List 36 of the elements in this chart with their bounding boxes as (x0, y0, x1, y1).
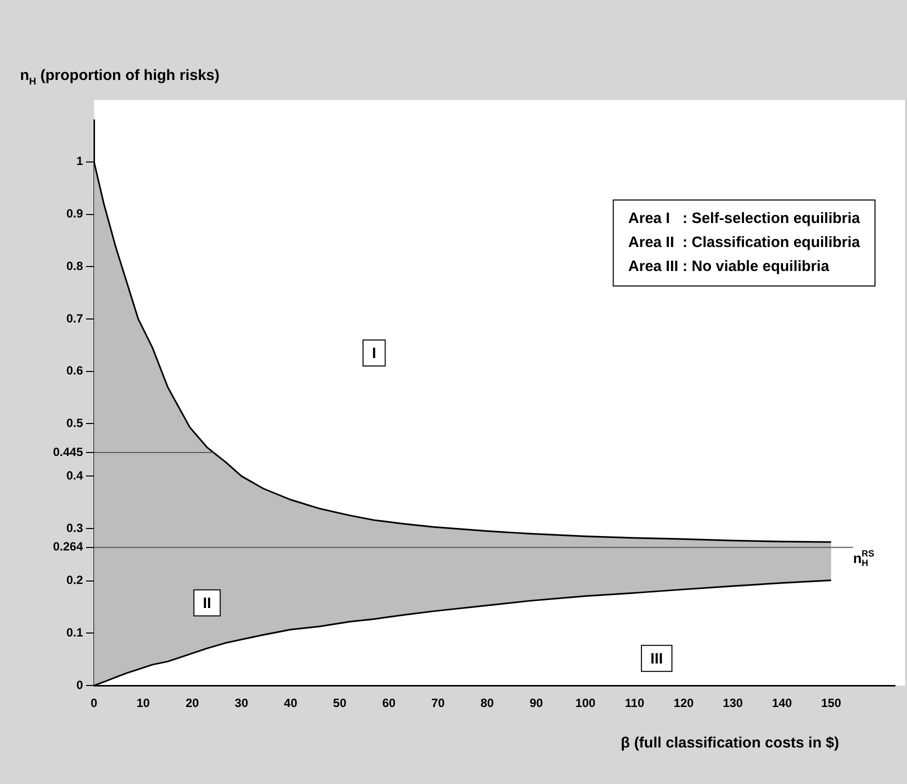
y-tick-label: 0.4 (66, 468, 84, 482)
x-tick-label: 100 (575, 696, 596, 710)
x-tick-label: 20 (186, 696, 200, 710)
annotation: Area III : No viable equilibria (628, 258, 830, 276)
x-tick-label: 60 (382, 696, 396, 710)
x-tick-label: 50 (333, 696, 347, 710)
y-tick-label: 0.7 (66, 311, 84, 326)
y-tick-label: 0.1 (66, 626, 84, 640)
x-tick-label: 70 (431, 696, 445, 710)
y-tick-label: 0.5 (66, 416, 84, 430)
x-tick-label: 110 (624, 696, 645, 710)
x-tick-label: 120 (674, 696, 694, 710)
x-tick-label: 80 (480, 696, 494, 710)
annotation: Area II : Classification equilibria (628, 234, 861, 252)
y-tick-label: 0.3 (66, 520, 84, 535)
y-tick-label: 0.8 (66, 258, 84, 273)
x-tick-label: 140 (772, 696, 792, 710)
x-tick-label: 40 (284, 696, 298, 710)
annotation: II (202, 594, 212, 612)
annotation: I (372, 345, 376, 362)
y-tick-label: 0 (76, 678, 84, 692)
x-axis-title: β (full classification costs in $) (620, 734, 840, 752)
y-tick-label: 1 (76, 154, 84, 168)
y-tick-label: 0.264 (53, 540, 84, 554)
annotation: Area I : Self-selection equilibria (628, 210, 861, 228)
annotation: III (650, 650, 663, 668)
y-tick-label: 0.445 (53, 444, 84, 459)
x-tick-label: 0 (90, 696, 98, 710)
y-tick-label: 0.9 (66, 206, 84, 221)
y-tick-label: 0.6 (66, 364, 84, 378)
y-tick-label: 0.2 (66, 573, 84, 588)
x-tick-label: 90 (530, 696, 544, 710)
x-tick-label: 150 (821, 696, 842, 710)
x-tick-label: 30 (234, 696, 248, 710)
x-tick-label: 130 (722, 696, 744, 710)
x-tick-label: 10 (136, 696, 150, 710)
